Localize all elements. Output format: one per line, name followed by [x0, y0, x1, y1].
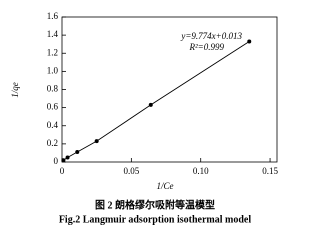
plot-frame	[61, 16, 278, 163]
line	[63, 41, 250, 161]
y-tick-label: 0	[54, 156, 59, 166]
y-tick-label: 1.4	[47, 29, 59, 39]
y-tick-label: 0.6	[47, 102, 59, 112]
chart: 1/qe 1/Ce y=9.774x+0.013 R²=0.999 图 2 朗格…	[10, 11, 278, 225]
x-tick-label: 0.10	[193, 166, 209, 176]
point	[148, 102, 153, 107]
caption: 图 2 朗格缪尔吸附等温模型	[95, 198, 215, 211]
y-tick-label: 1.0	[47, 65, 59, 75]
point	[75, 150, 80, 155]
x-tick-label: 0	[60, 166, 65, 176]
y-tick-label: 0.4	[47, 120, 59, 130]
point	[61, 158, 66, 163]
annotation: R²=0.999	[188, 42, 224, 52]
y-tick-label: 0.2	[47, 138, 58, 148]
y-tick-label: 0.8	[47, 84, 59, 94]
x-axis-label: 1/Ce	[157, 181, 174, 191]
y-axis-label: 1/qe	[10, 82, 20, 98]
annotation: y=9.774x+0.013	[180, 31, 242, 41]
y-tick-label: 1.2	[47, 47, 58, 57]
point	[94, 139, 99, 144]
y-tick-label: 1.6	[47, 11, 59, 21]
x-tick-label: 0.15	[262, 166, 278, 176]
caption: Fig.2 Langmuir adsorption isothermal mod…	[59, 214, 252, 225]
point	[247, 39, 252, 44]
x-tick-label: 0.05	[123, 166, 139, 176]
point	[65, 155, 70, 160]
